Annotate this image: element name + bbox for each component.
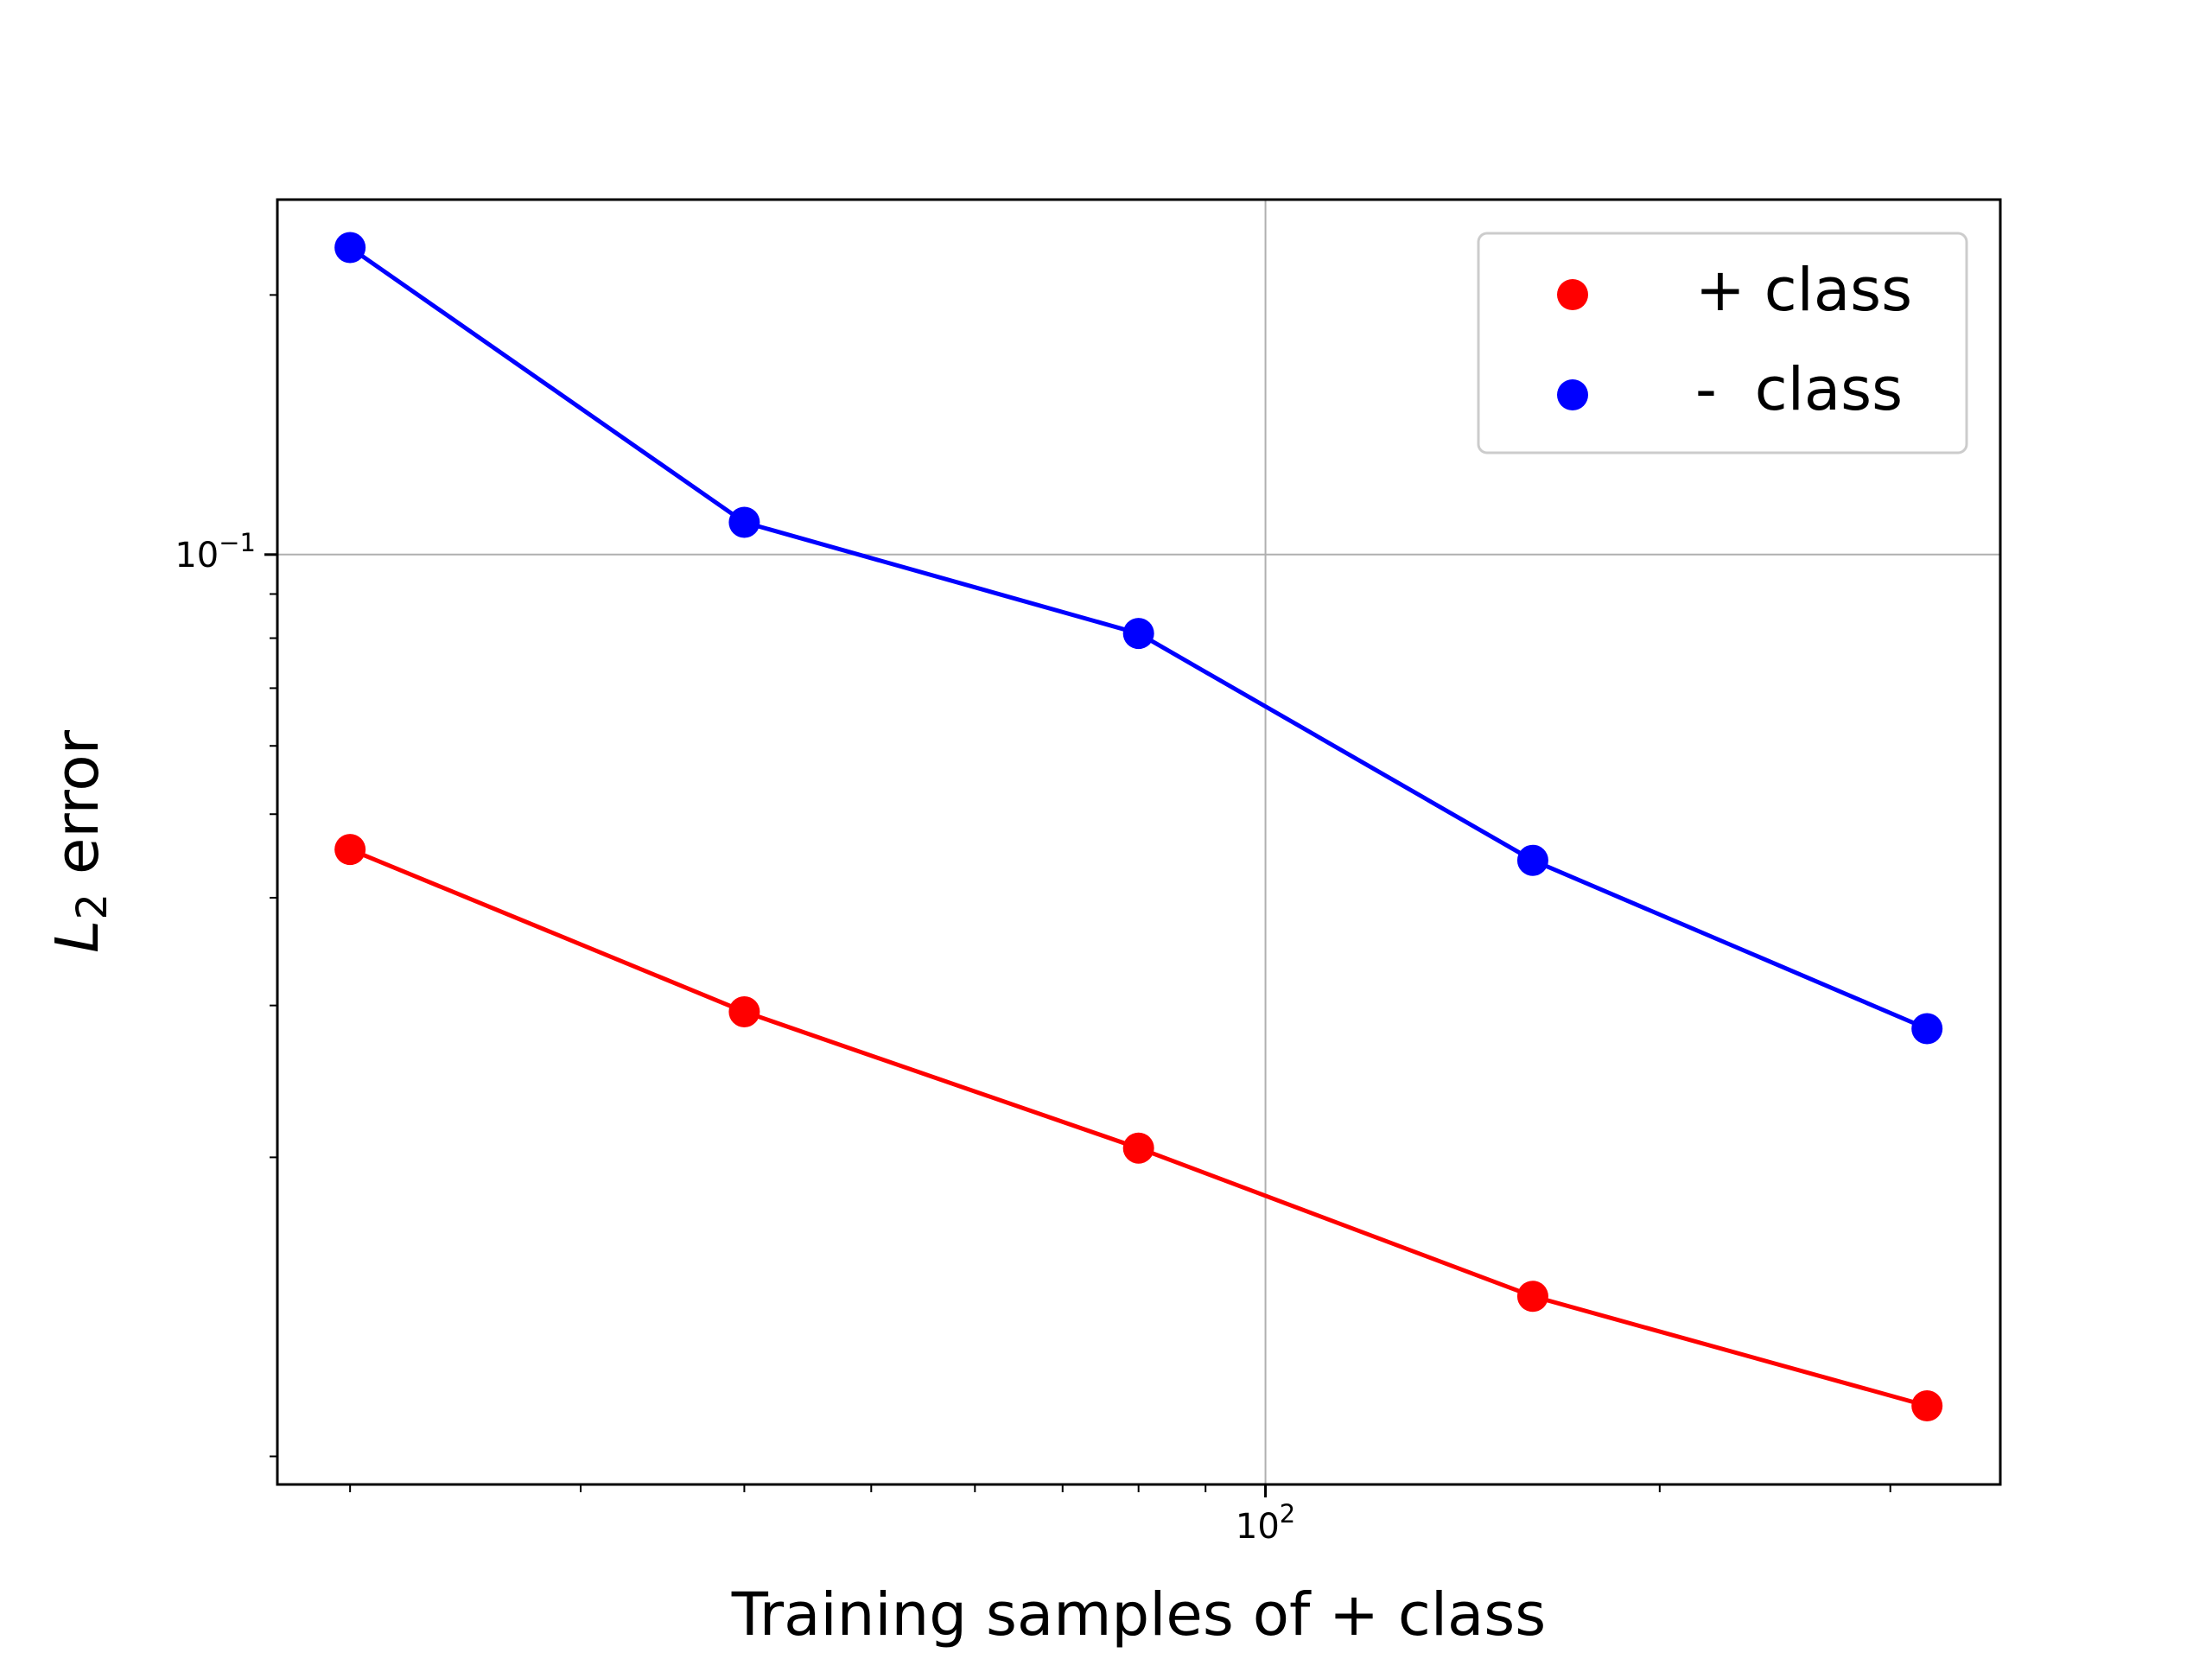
y-tick-label: 10−1 [175,528,256,575]
x-tick-label-base: 10 [1236,1507,1280,1547]
x-tick-label-exponent: 2 [1280,1499,1295,1529]
legend-marker-minus [1557,379,1588,410]
legend-label-plus: + class [1695,256,1912,325]
y-axis-label-rest: error [43,729,112,893]
legend-box [1477,232,1968,454]
data-point-plus-class [728,995,760,1027]
data-point-minus-class [728,506,760,538]
data-point-plus-class [1911,1390,1943,1422]
data-point-minus-class [1122,618,1154,650]
data-point-minus-class [1516,844,1548,876]
data-point-plus-class [1122,1132,1154,1164]
data-point-minus-class [1911,1013,1943,1045]
svg-text:L2 error: L2 error [43,729,117,953]
y-tick-label-exponent: −1 [219,528,256,557]
legend: + class - class [1477,232,1968,454]
data-point-plus-class [334,834,366,866]
data-point-minus-class [334,232,366,264]
y-axis-label-main: L [43,920,112,953]
legend-marker-plus [1557,279,1588,310]
series-layer [334,232,1943,1422]
x-axis-label: Training samples of + class [731,1580,1546,1649]
x-tick-label: 102 [1236,1499,1295,1547]
data-point-plus-class [1516,1281,1548,1313]
y-axis-label-sub: 2 [68,893,117,920]
y-tick-label-base: 10 [175,536,219,575]
grid [277,200,2000,1484]
y-axis-label: L2 error [43,729,117,953]
legend-label-minus: - class [1695,355,1903,424]
